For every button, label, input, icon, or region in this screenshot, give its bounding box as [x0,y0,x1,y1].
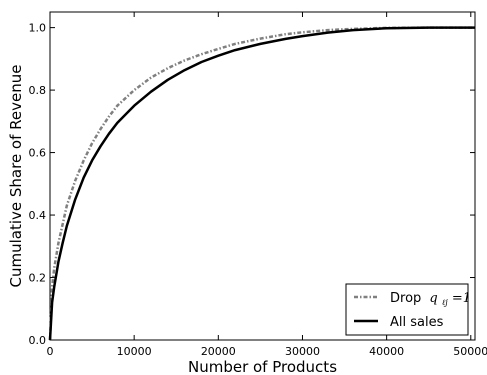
x-tick-label: 10000 [117,345,152,358]
legend-label-drop: Drop q ℓj =1 [390,291,471,309]
ticks: 0 10000 20000 30000 40000 50000 0.0 0.2 0.4 0.6 0.… [29,12,487,358]
series-line-drop [48,26,475,341]
x-tick-label: 0 [47,345,54,358]
x-tick-label: 40000 [369,345,404,358]
y-axis-label: Cumulative Share of Revenue [7,65,25,288]
y-tick-label: 0.4 [29,209,47,222]
y-tick-label: 0.2 [29,272,47,285]
legend-label-drop-word: Drop [390,291,421,306]
x-tick-label: 30000 [285,345,320,358]
legend-box [345,283,469,336]
legend: Drop q ℓj =1 All sales [345,283,471,336]
legend-label-drop-math-sub: ℓj [442,298,448,307]
y-tick-label: 0.0 [29,334,47,347]
legend-label-all-sales: All sales [390,315,444,330]
y-tick-label: 0.6 [29,147,47,160]
series-line-all-sales [48,26,475,341]
legend-label-drop-math-rest: =1 [452,291,471,306]
y-tick-label: 0.8 [29,84,47,97]
x-tick-label: 20000 [201,345,236,358]
x-tick-label: 50000 [453,345,487,358]
series [48,26,475,341]
x-axis-label: Number of Products [188,358,337,375]
legend-label-drop-math: q [429,291,437,306]
y-tick-label: 1.0 [29,22,47,35]
